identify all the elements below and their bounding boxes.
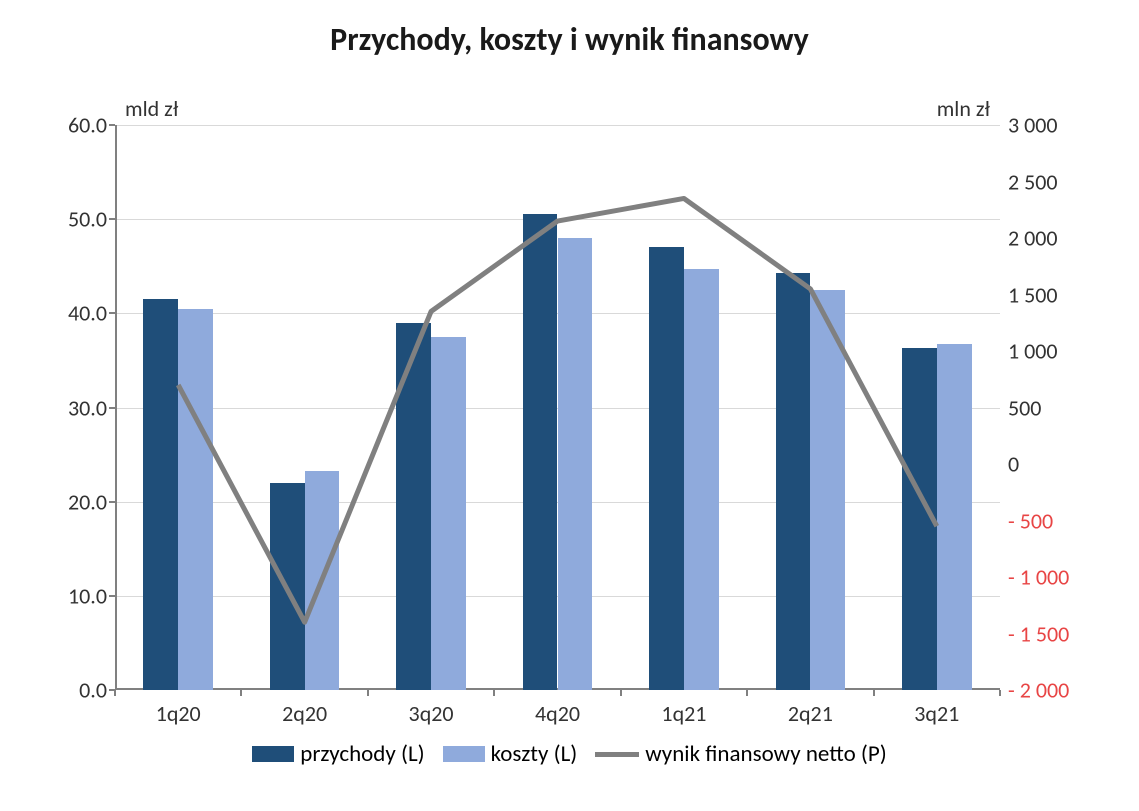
legend-item-wynik: wynik finansowy netto (P)	[595, 740, 887, 768]
x-axis-label: 1q20	[156, 700, 201, 727]
y-right-label: - 1 500	[1008, 620, 1069, 647]
x-axis-label: 3q21	[914, 700, 959, 727]
x-tick	[367, 690, 369, 696]
chart-container: Przychody, koszty i wynik finansowy mld …	[20, 20, 1119, 791]
axis-unit-left: mld zł	[125, 95, 178, 122]
x-tick	[746, 690, 748, 696]
x-tick	[114, 690, 116, 696]
legend-line-icon	[595, 752, 639, 757]
y-right-label: 0	[1008, 451, 1019, 478]
y-right-label: - 1 000	[1008, 564, 1069, 591]
legend-item-koszty: koszty (L)	[443, 740, 578, 768]
y-left-label: 30.0	[68, 394, 107, 421]
chart-title: Przychody, koszty i wynik finansowy	[20, 20, 1119, 59]
y-left-label: 20.0	[68, 488, 107, 515]
legend-label: wynik finansowy netto (P)	[645, 740, 887, 768]
legend: przychody (L) koszty (L) wynik finansowy n…	[20, 740, 1119, 768]
y-left-label: 0.0	[79, 677, 107, 704]
x-axis-label: 2q21	[788, 700, 833, 727]
plot-area	[115, 125, 1000, 690]
y-axis-left-labels: 0.010.020.030.040.050.060.0	[20, 125, 115, 690]
x-axis-label: 2q20	[282, 700, 327, 727]
legend-item-przychody: przychody (L)	[252, 740, 424, 768]
x-axis-labels: 1q20 2q20 3q20 4q20 1q21 2q21 3q21	[115, 700, 1000, 730]
x-tick	[999, 690, 1001, 696]
y-left-label: 50.0	[68, 206, 107, 233]
x-axis-label: 3q20	[409, 700, 454, 727]
line-series-svg	[115, 125, 1000, 690]
x-tick	[240, 690, 242, 696]
y-left-label: 60.0	[68, 112, 107, 139]
line-wynik-finansowy	[178, 198, 937, 622]
legend-label: koszty (L)	[491, 740, 578, 768]
y-right-label: 1 000	[1008, 338, 1058, 365]
x-axis-label: 1q21	[661, 700, 706, 727]
legend-swatch-icon	[252, 746, 294, 762]
y-right-label: 1 500	[1008, 281, 1058, 308]
y-axis-right-labels: - 2 000- 1 500- 1 000- 50005001 0001 500…	[1000, 125, 1119, 690]
axis-unit-right: mln zł	[937, 95, 990, 122]
y-left-label: 40.0	[68, 300, 107, 327]
x-axis-label: 4q20	[535, 700, 580, 727]
y-right-label: - 500	[1008, 507, 1053, 534]
y-right-label: 500	[1008, 394, 1041, 421]
y-left-label: 10.0	[68, 582, 107, 609]
x-tick	[493, 690, 495, 696]
y-right-label: - 2 000	[1008, 677, 1069, 704]
y-right-label: 3 000	[1008, 112, 1058, 139]
legend-label: przychody (L)	[300, 740, 424, 768]
x-tick	[873, 690, 875, 696]
legend-swatch-icon	[443, 746, 485, 762]
y-right-label: 2 500	[1008, 168, 1058, 195]
y-right-label: 2 000	[1008, 225, 1058, 252]
x-tick	[620, 690, 622, 696]
